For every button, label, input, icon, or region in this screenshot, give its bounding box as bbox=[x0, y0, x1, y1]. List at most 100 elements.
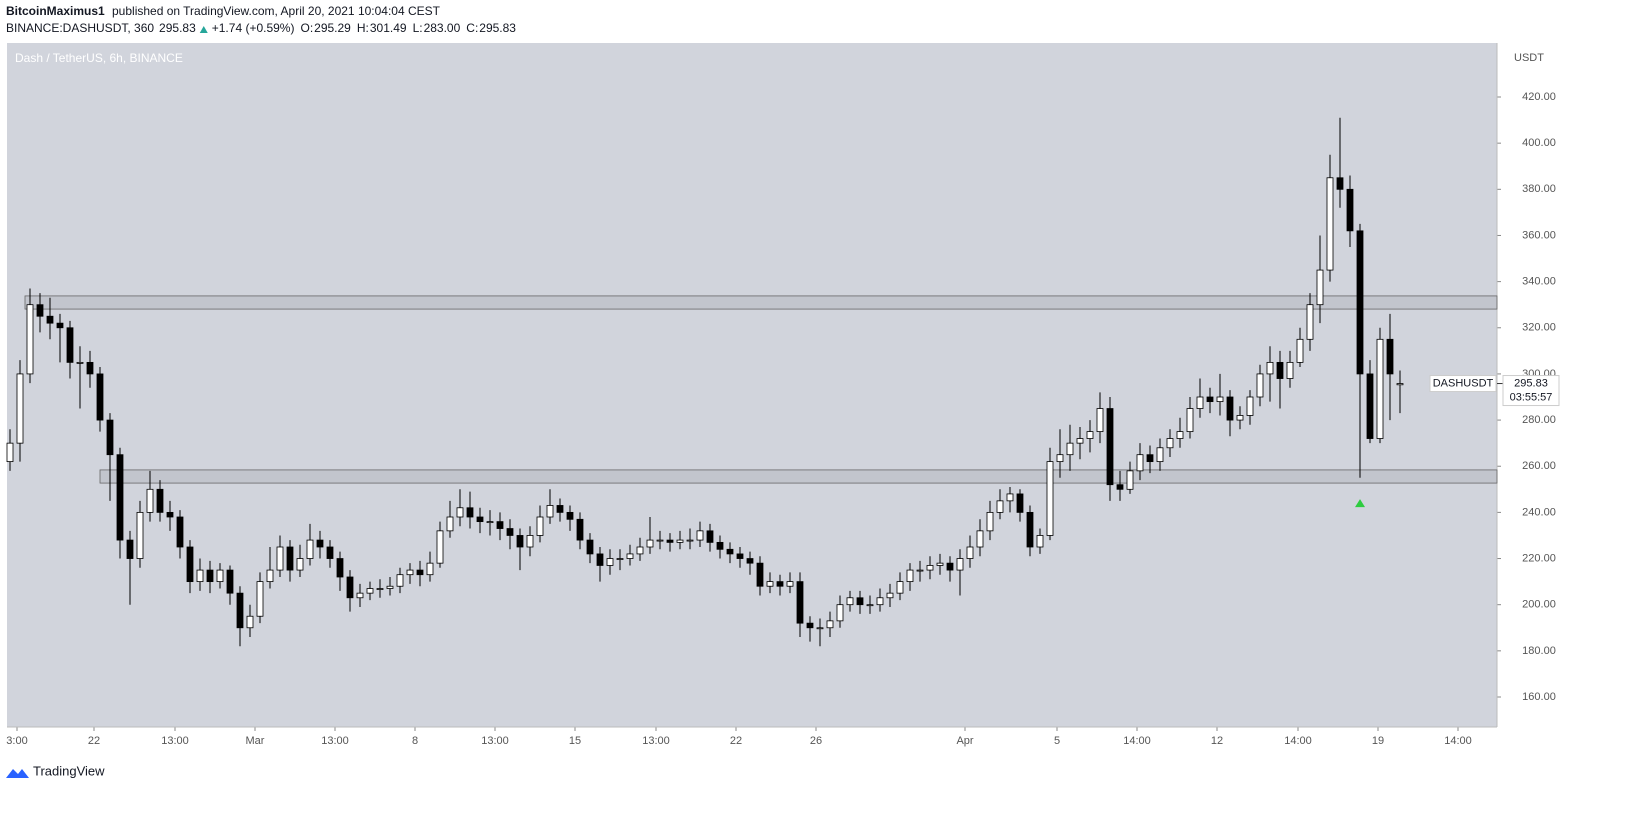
candle-body bbox=[1186, 408, 1194, 433]
candle-body bbox=[416, 569, 424, 576]
candle-body bbox=[1076, 438, 1084, 444]
candle-body bbox=[986, 511, 994, 532]
x-tick-label: 5 bbox=[1054, 735, 1060, 747]
x-tick-label: 14:00 bbox=[1444, 735, 1472, 747]
candle-body bbox=[466, 507, 474, 518]
ohlc-value: 295.29 bbox=[314, 21, 351, 35]
ohlc-value: 283.00 bbox=[424, 21, 461, 35]
candle-body bbox=[546, 505, 554, 518]
candle-body bbox=[246, 615, 254, 629]
candle-body bbox=[666, 539, 674, 543]
candle-body bbox=[366, 588, 374, 594]
candle-body bbox=[676, 539, 684, 543]
candle-body bbox=[1386, 338, 1394, 375]
candle-body bbox=[266, 569, 274, 583]
ohlc-label: L: bbox=[413, 21, 423, 35]
candle-body bbox=[26, 304, 34, 375]
x-tick-label: 3:00 bbox=[6, 735, 27, 747]
candle-body bbox=[1166, 438, 1174, 449]
candle-body bbox=[1246, 396, 1254, 416]
symbol: BINANCE:DASHUSDT, 360 bbox=[6, 21, 154, 35]
candle-body bbox=[746, 558, 754, 564]
x-tick-label: 8 bbox=[412, 735, 418, 747]
x-tick-label: 14:00 bbox=[1284, 735, 1312, 747]
candle-body bbox=[326, 546, 334, 559]
candle-body bbox=[946, 562, 954, 571]
candle-body bbox=[1036, 535, 1044, 548]
candle-body bbox=[1176, 431, 1184, 439]
candle-body bbox=[1056, 454, 1064, 463]
candle-body bbox=[1026, 511, 1034, 548]
y-tick-label: 240.00 bbox=[1522, 506, 1556, 518]
logo-icon bbox=[6, 769, 29, 778]
price-label-name: DASHUSDT bbox=[1433, 377, 1494, 389]
candle-body bbox=[496, 521, 504, 529]
ohlc-label: O: bbox=[300, 21, 313, 35]
candle-body bbox=[1216, 396, 1224, 403]
x-tick-label: 13:00 bbox=[642, 735, 670, 747]
footer-logo: TradingView bbox=[6, 763, 105, 778]
candle-body bbox=[446, 516, 454, 532]
candle-body bbox=[116, 454, 124, 541]
candle-body bbox=[1396, 383, 1404, 386]
candle-body bbox=[6, 442, 14, 463]
footer-brand: TradingView bbox=[33, 763, 105, 778]
candle-body bbox=[296, 558, 304, 571]
candle-body bbox=[506, 528, 514, 536]
candle-body bbox=[376, 588, 384, 590]
candle-body bbox=[1156, 447, 1164, 463]
candle-body bbox=[776, 581, 784, 587]
legend: BINANCE:DASHUSDT, 360 295.83 +1.74 (+0.59%… bbox=[6, 21, 516, 35]
watermark-title: Dash / TetherUS, 6h, BINANCE bbox=[15, 51, 183, 65]
x-tick-label: 15 bbox=[569, 735, 581, 747]
candle-body bbox=[346, 576, 354, 599]
candle-body bbox=[916, 569, 924, 572]
candle-body bbox=[336, 558, 344, 578]
y-tick-label: 320.00 bbox=[1522, 322, 1556, 334]
x-tick-label: 14:00 bbox=[1123, 735, 1151, 747]
candle-body bbox=[1136, 454, 1144, 472]
candle-body bbox=[436, 530, 444, 564]
y-tick-label: 280.00 bbox=[1522, 414, 1556, 426]
x-tick-label: 22 bbox=[88, 735, 100, 747]
zone bbox=[99, 469, 1498, 484]
price: 295.83 bbox=[159, 21, 196, 35]
candle-body bbox=[86, 361, 94, 375]
candle-body bbox=[1116, 484, 1124, 490]
y-tick-label: 340.00 bbox=[1522, 276, 1556, 288]
price-label: 295.83 bbox=[1514, 377, 1548, 389]
candle-body bbox=[1276, 361, 1284, 379]
candle-body bbox=[866, 604, 874, 607]
candle-body bbox=[156, 488, 164, 513]
candle-body bbox=[126, 539, 134, 559]
candle-body bbox=[966, 546, 974, 559]
candle-body bbox=[316, 539, 324, 548]
x-tick-label: 12 bbox=[1211, 735, 1223, 747]
candle-body bbox=[1196, 396, 1204, 409]
candle-body bbox=[576, 518, 584, 541]
candle-body bbox=[926, 565, 934, 571]
candle-body bbox=[616, 558, 624, 560]
candle-body bbox=[606, 558, 614, 566]
x-tick-label: Apr bbox=[956, 735, 973, 747]
y-tick-label: 200.00 bbox=[1522, 599, 1556, 611]
candle-body bbox=[236, 592, 244, 629]
candle-body bbox=[476, 516, 484, 523]
candle-body bbox=[216, 569, 224, 583]
candle-body bbox=[686, 539, 694, 542]
candle-body bbox=[956, 558, 964, 571]
candle-body bbox=[596, 553, 604, 566]
candle-body bbox=[1126, 470, 1134, 490]
candle-body bbox=[286, 546, 294, 571]
y-tick-label: 220.00 bbox=[1522, 552, 1556, 564]
candle-body bbox=[886, 592, 894, 599]
candle-body bbox=[146, 488, 154, 513]
candle-body bbox=[1206, 396, 1214, 403]
candle-body bbox=[1086, 431, 1094, 439]
ohlc-label: H: bbox=[357, 21, 369, 35]
candle-body bbox=[1266, 361, 1274, 375]
candle-body bbox=[1336, 177, 1344, 190]
candle-body bbox=[1006, 493, 1014, 502]
